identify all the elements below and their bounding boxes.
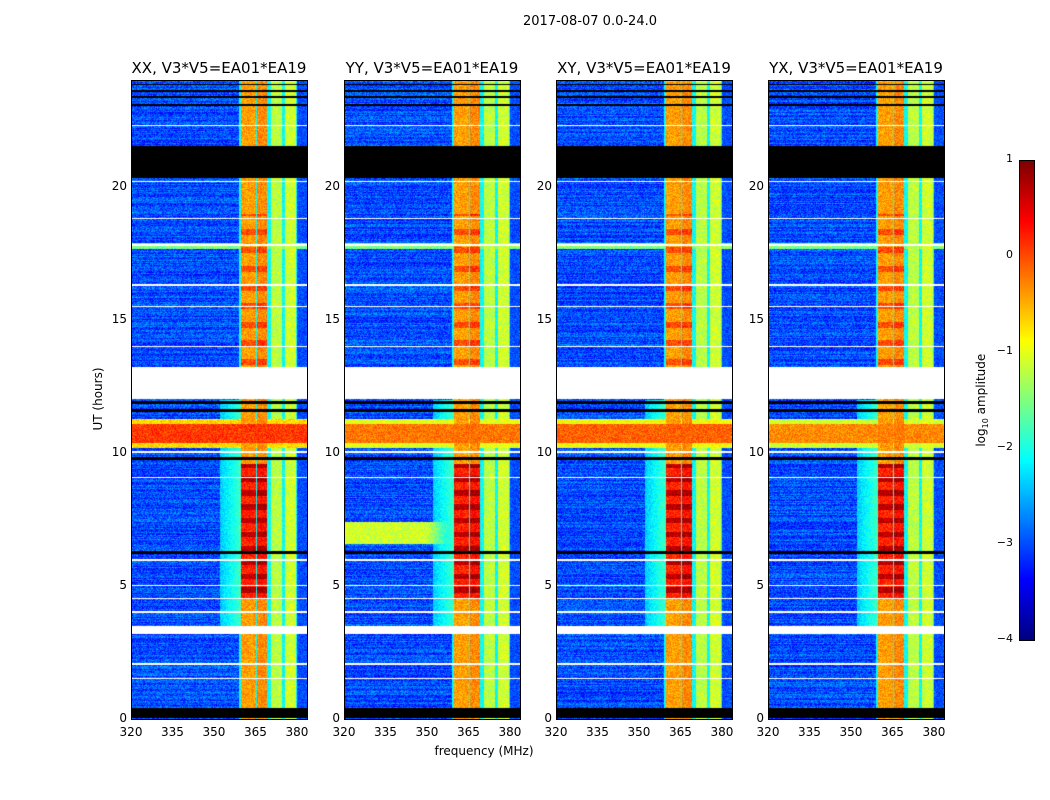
colorbar-label: log10 amplitude	[974, 330, 990, 470]
y-tick-label: 0	[756, 711, 764, 725]
heatmap-image	[769, 81, 944, 719]
x-tick-label: 350	[415, 725, 439, 739]
x-tick-label: 380	[498, 725, 522, 739]
y-tick-label: 10	[111, 444, 127, 459]
y-tick-label: 0	[332, 711, 340, 725]
y-tick-label: 5	[119, 577, 127, 592]
x-tick-label: 335	[798, 725, 821, 739]
x-tick-label: 350	[627, 725, 651, 739]
x-axis-label: frequency (MHz)	[434, 744, 534, 758]
heatmap-panel	[131, 80, 308, 720]
y-tick-label: 15	[536, 311, 552, 326]
x-tick-label: 380	[922, 725, 946, 739]
figure-title: 2017-08-07 0.0-24.0	[523, 14, 657, 29]
colorbar-tick-label: 1	[1006, 152, 1013, 165]
x-tick-label: 365	[457, 725, 480, 739]
x-tick-label: 365	[669, 725, 692, 739]
colorbar	[1019, 160, 1035, 641]
y-tick-label: 15	[324, 311, 340, 326]
colorbar-tick-label: −1	[996, 344, 1013, 357]
x-tick-label: 350	[839, 725, 863, 739]
panel-title: XX, V3*V5=EA01*EA19	[131, 59, 307, 77]
y-tick-label: 20	[324, 178, 340, 193]
x-tick-label: 350	[202, 725, 226, 739]
panel-title: YX, V3*V5=EA01*EA19	[769, 59, 943, 77]
heatmap-image	[557, 81, 732, 719]
heatmap-image	[132, 81, 307, 719]
colorbar-label-main: log	[973, 428, 988, 447]
y-tick-label: 10	[748, 444, 764, 459]
y-tick-label: 5	[544, 577, 552, 592]
y-tick-label: 0	[544, 711, 552, 725]
y-tick-label: 0	[119, 711, 127, 725]
colorbar-label-rest: amplitude	[973, 353, 988, 419]
x-tick-label: 320	[119, 725, 143, 739]
y-tick-label: 15	[111, 311, 127, 326]
x-tick-label: 320	[332, 725, 356, 739]
colorbar-tick-label: 0	[1006, 248, 1013, 261]
colorbar-label-sub: 10	[981, 418, 991, 429]
x-tick-label: 365	[244, 725, 267, 739]
colorbar-tick-label: −4	[996, 632, 1013, 645]
panel-title: YY, V3*V5=EA01*EA19	[345, 59, 519, 77]
y-axis-label: UT (hours)	[91, 367, 105, 431]
colorbar-tick-label: −2	[996, 440, 1013, 453]
heatmap-panel	[344, 80, 521, 720]
y-tick-label: 5	[756, 577, 764, 592]
x-tick-label: 320	[544, 725, 568, 739]
x-tick-label: 380	[285, 725, 309, 739]
x-tick-label: 365	[881, 725, 904, 739]
y-tick-label: 20	[748, 178, 764, 193]
heatmap-image	[345, 81, 520, 719]
x-tick-label: 320	[756, 725, 780, 739]
y-tick-label: 15	[748, 311, 764, 326]
y-tick-label: 10	[536, 444, 552, 459]
x-tick-label: 380	[710, 725, 734, 739]
panel-title: XY, V3*V5=EA01*EA19	[557, 59, 731, 77]
y-tick-label: 5	[332, 577, 340, 592]
y-tick-label: 20	[536, 178, 552, 193]
colorbar-tick-label: −3	[996, 536, 1013, 549]
x-tick-label: 335	[161, 725, 184, 739]
x-tick-label: 335	[374, 725, 397, 739]
heatmap-panel	[556, 80, 733, 720]
heatmap-panel	[768, 80, 945, 720]
x-tick-label: 335	[586, 725, 609, 739]
y-tick-label: 20	[111, 178, 127, 193]
y-tick-label: 10	[324, 444, 340, 459]
